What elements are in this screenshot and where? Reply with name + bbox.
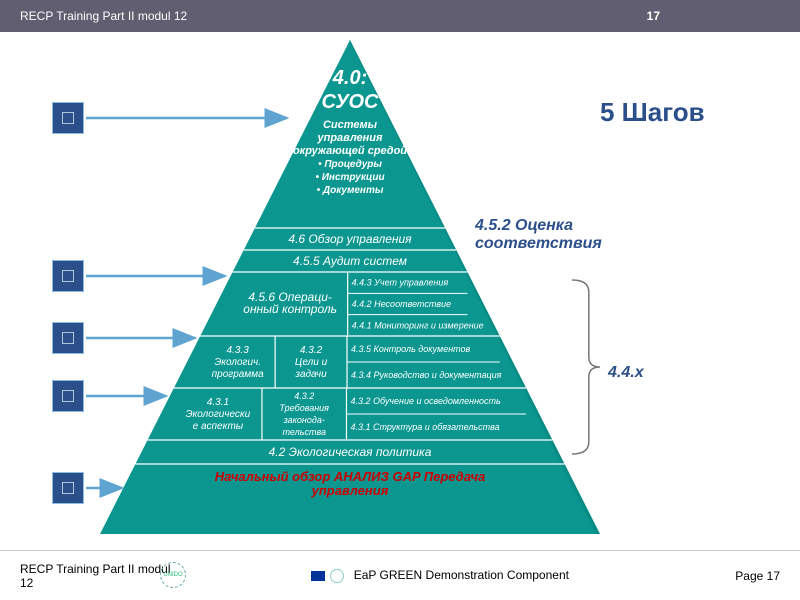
annotation-452: 4.5.2 Оценкасоответствия [475, 217, 602, 253]
step-marker: □ [52, 260, 84, 292]
title-5-steps: 5 Шагов [600, 97, 705, 128]
svg-text:4.3.3: 4.3.3 [227, 345, 250, 356]
header-title: RECP Training Part II modul 12 [20, 9, 187, 23]
step-marker: □ [52, 102, 84, 134]
footer-left: RECP Training Part II modul 12 [20, 562, 180, 590]
svg-text:4.5.5 Аудит систем: 4.5.5 Аудит систем [293, 254, 407, 268]
svg-text:4.3.2: 4.3.2 [294, 391, 314, 401]
svg-text:окружающей средой: окружающей средой [293, 145, 407, 157]
slide-header: RECP Training Part II modul 12 17 [0, 0, 800, 32]
annotation-44x: 4.4.x [608, 364, 644, 382]
svg-text:Начальный обзор АНАЛИЗ GAP Пе: Начальный обзор АНАЛИЗ GAP Передача [215, 469, 486, 484]
svg-text:законода-: законода- [283, 415, 325, 425]
footer-mid: EaP GREEN Demonstration Component [180, 568, 700, 583]
svg-text:управления: управления [311, 483, 389, 498]
svg-text:4.3.2: 4.3.2 [300, 345, 323, 356]
footer-right: Page 17 [700, 569, 780, 583]
svg-text:СУОС: СУОС [322, 91, 380, 113]
svg-text:е аспекты: е аспекты [193, 421, 244, 432]
svg-text:Цели и: Цели и [295, 357, 328, 368]
svg-text:• Инструкции: • Инструкции [315, 172, 384, 183]
svg-text:4.3.4 Руководство и документац: 4.3.4 Руководство и документация [351, 370, 502, 380]
svg-text:Экологич.: Экологич. [214, 357, 261, 368]
svg-text:Требования: Требования [279, 403, 329, 413]
svg-text:• Документы: • Документы [317, 185, 384, 196]
partner-icon [330, 569, 344, 583]
svg-text:4.2 Экологическая политика: 4.2 Экологическая политика [269, 445, 432, 459]
svg-text:программа: программа [212, 369, 264, 380]
svg-text:4.4.1 Мониторинг и измерение: 4.4.1 Мониторинг и измерение [352, 320, 484, 330]
svg-text:Экологически: Экологически [186, 409, 251, 420]
diagram-stage: 4.0:СУОССистемыуправленияокружающей сред… [0, 32, 800, 552]
svg-text:тельства: тельства [282, 427, 326, 437]
svg-text:4.3.1 Структура и обязательств: 4.3.1 Структура и обязательства [350, 422, 499, 432]
svg-text:онный контроль: онный контроль [243, 302, 337, 316]
svg-text:• Процедуры: • Процедуры [318, 159, 382, 170]
svg-text:4.3.5 Контроль документов: 4.3.5 Контроль документов [351, 344, 471, 354]
header-page-number: 17 [647, 9, 660, 23]
svg-text:управления: управления [317, 132, 383, 144]
eu-flag-icon [311, 571, 325, 581]
svg-text:4.3.1: 4.3.1 [207, 397, 229, 408]
svg-text:задачи: задачи [294, 369, 327, 380]
svg-text:4.3.2 Обучение и осведомленнос: 4.3.2 Обучение и осведомленность [350, 396, 501, 406]
unido-icon: UNIDO [160, 562, 186, 588]
svg-text:Системы: Системы [323, 119, 378, 131]
slide-footer: RECP Training Part II modul 12 EaP GREEN… [0, 550, 800, 600]
svg-text:4.0:: 4.0: [332, 67, 367, 89]
step-marker: □ [52, 322, 84, 354]
svg-text:4.6 Обзор управления: 4.6 Обзор управления [288, 232, 412, 246]
step-marker: □ [52, 472, 84, 504]
svg-text:4.4.2 Несоответствие: 4.4.2 Несоответствие [352, 299, 451, 309]
svg-text:4.4.3 Учет управления: 4.4.3 Учет управления [352, 278, 449, 288]
step-marker: □ [52, 380, 84, 412]
footer-mid-text: EaP GREEN Demonstration Component [354, 568, 569, 582]
